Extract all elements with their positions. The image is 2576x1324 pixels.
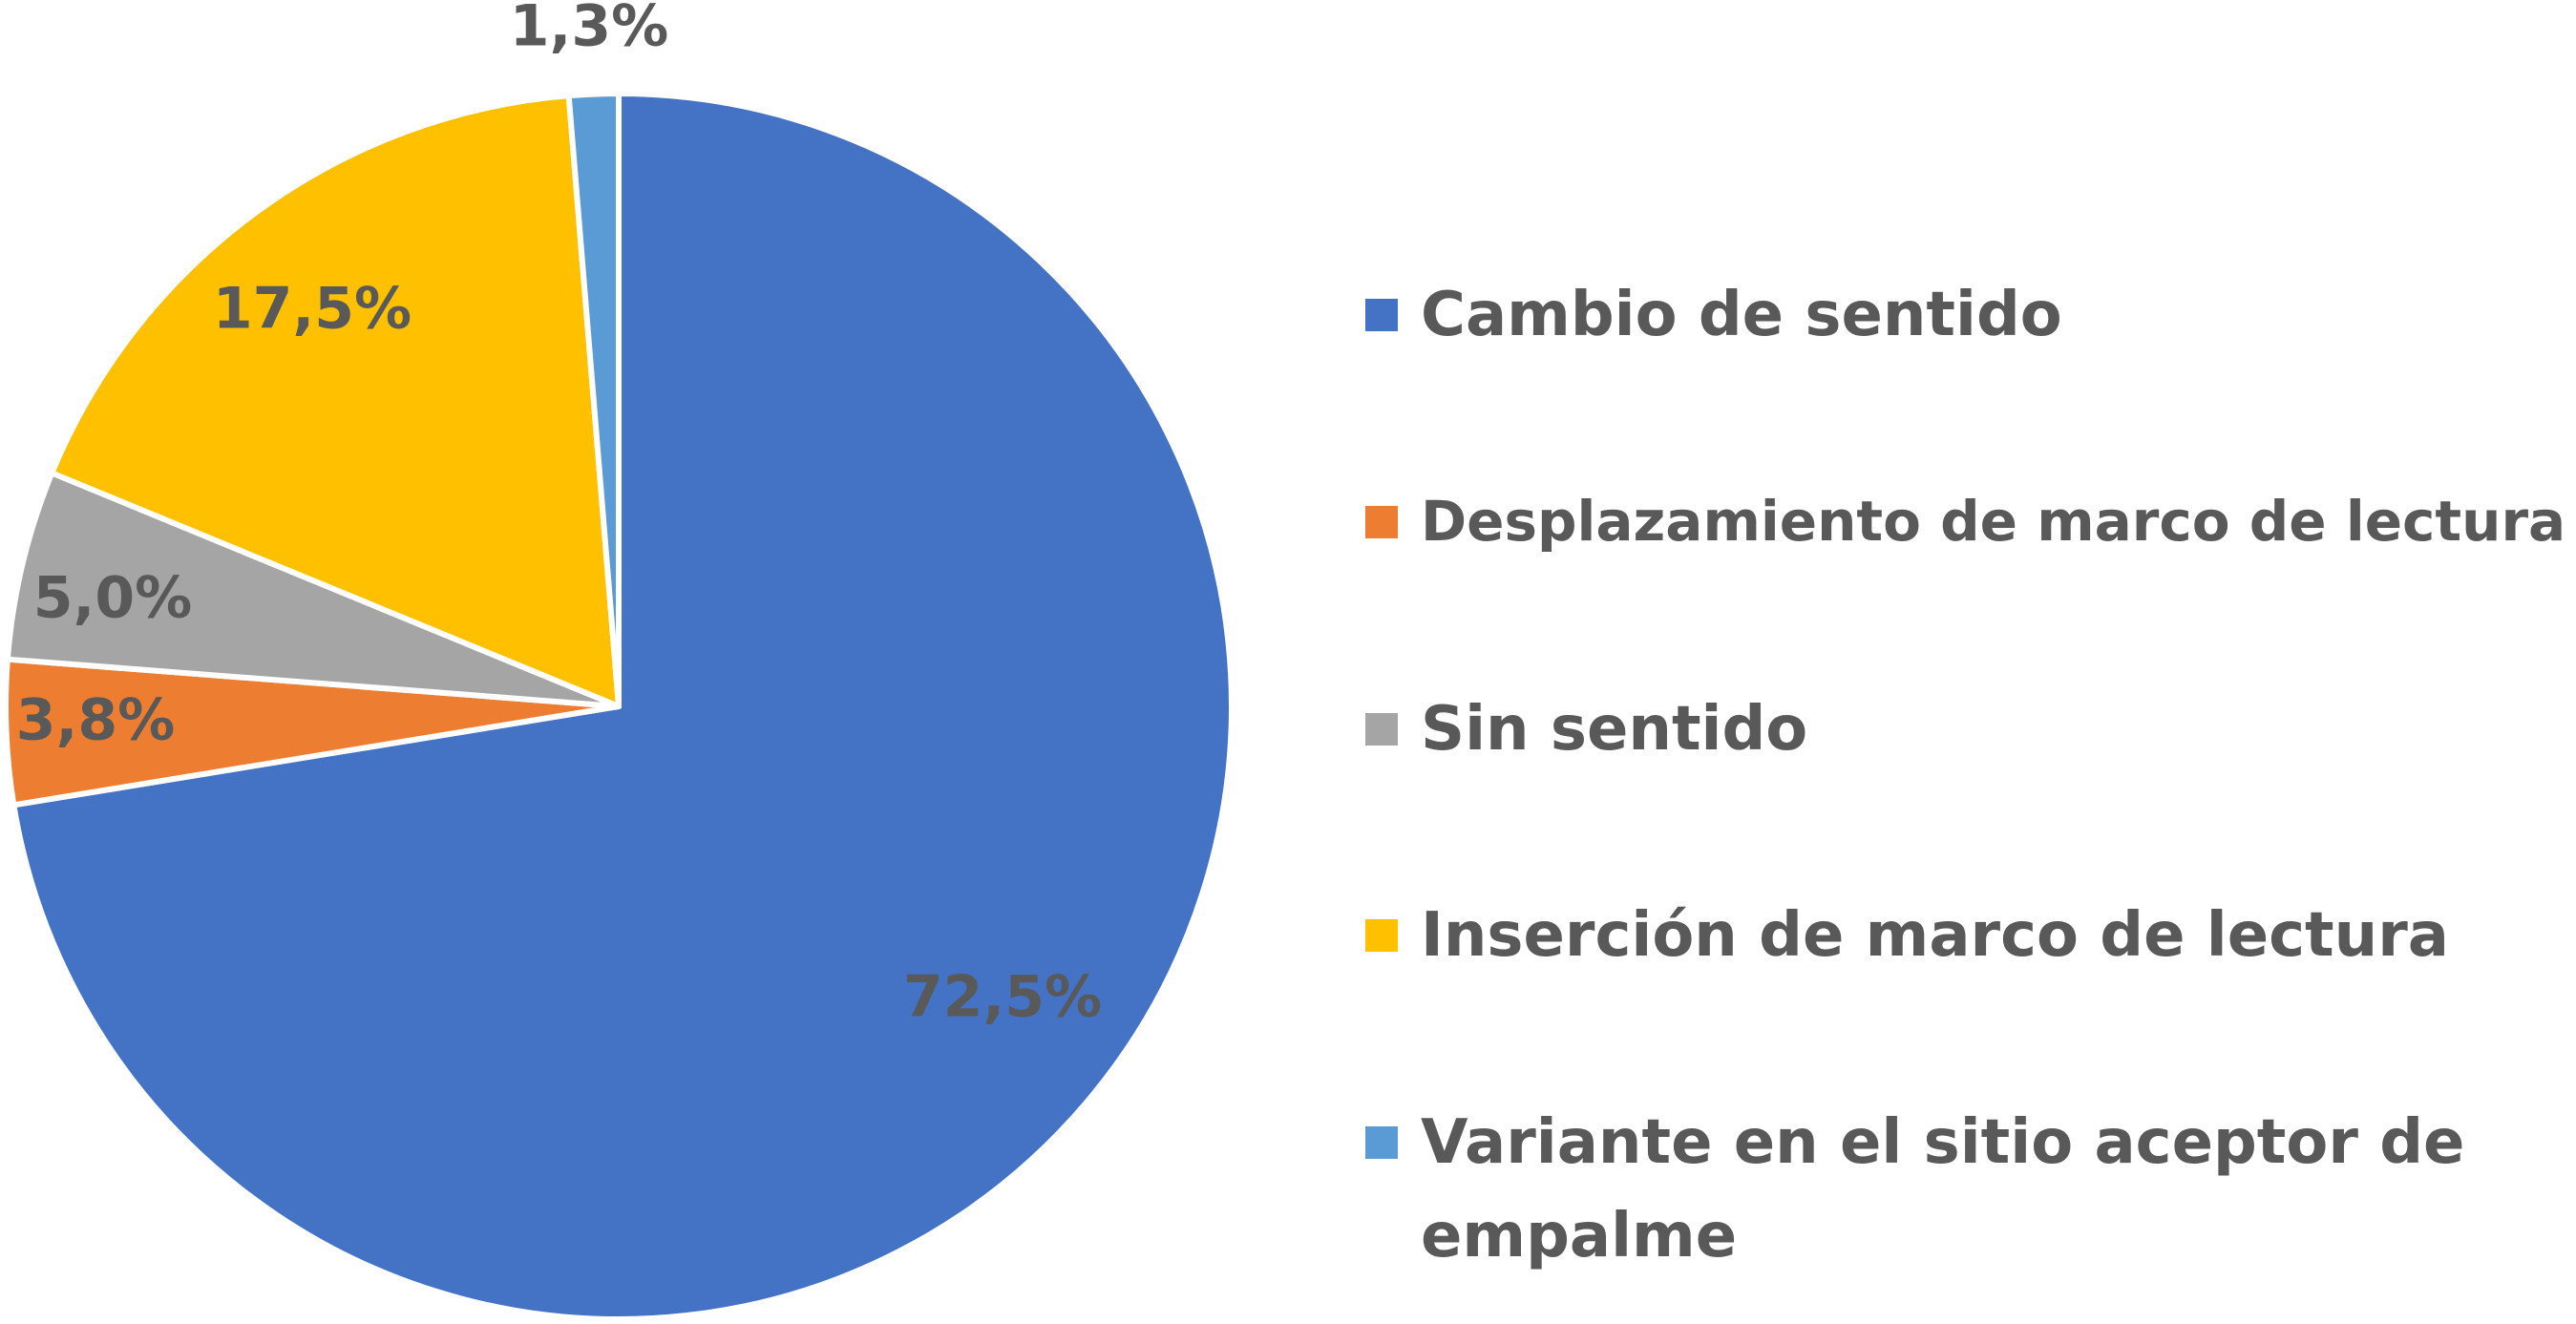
data-label-2: 3,8%: [16, 687, 175, 754]
pie-slice-5: [565, 91, 622, 709]
legend-swatch-4: [1365, 919, 1398, 952]
legend-swatch-1: [1365, 299, 1398, 331]
pie-slice-1: [11, 91, 1235, 1322]
legend-swatch-3: [1365, 713, 1398, 746]
legend-label-3: Sin sentido: [1421, 694, 1807, 765]
legend: Cambio de sentido Desplazamiento de marco…: [1365, 280, 2565, 1271]
pie-slice-4: [49, 93, 622, 709]
data-label-3: 5,0%: [33, 565, 192, 632]
data-label-1: 72,5%: [903, 964, 1102, 1031]
legend-label-2: Desplazamiento de marco de lectura: [1421, 489, 2565, 554]
pie-slices: [3, 91, 1235, 1322]
legend-label-5: Variante en el sitio aceptor de empalme: [1421, 1107, 2464, 1271]
pie-data-labels: 72,5% 3,8% 5,0% 17,5% 1,3%: [16, 0, 1102, 1031]
legend-swatch-2: [1365, 506, 1398, 538]
legend-label-4: Inserción de marco de lectura: [1421, 900, 2449, 971]
legend-label-1: Cambio de sentido: [1421, 280, 2062, 350]
pie-slice-3: [4, 470, 622, 709]
data-label-5: 1,3%: [510, 0, 668, 60]
data-label-4: 17,5%: [213, 276, 412, 343]
legend-swatch-5: [1365, 1126, 1398, 1159]
